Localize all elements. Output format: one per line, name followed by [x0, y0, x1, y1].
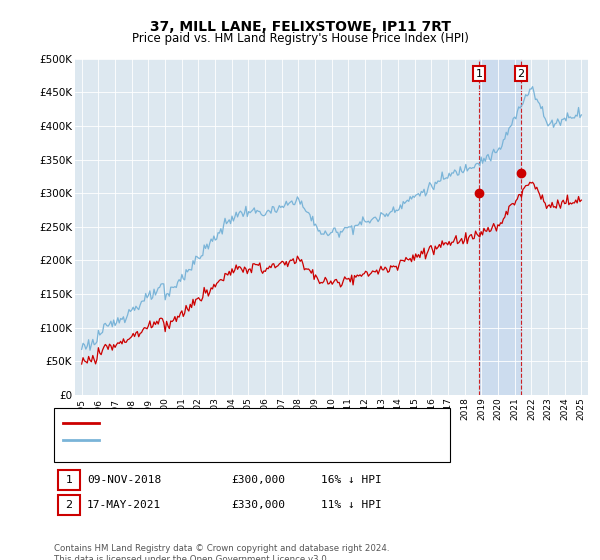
Text: 11% ↓ HPI: 11% ↓ HPI — [321, 500, 382, 510]
Text: £300,000: £300,000 — [231, 475, 285, 485]
Text: 1: 1 — [65, 475, 73, 485]
Text: HPI: Average price, detached house, East Suffolk: HPI: Average price, detached house, East… — [105, 436, 360, 445]
Text: 37, MILL LANE, FELIXSTOWE, IP11 7RT (detached house): 37, MILL LANE, FELIXSTOWE, IP11 7RT (det… — [105, 418, 398, 427]
Text: 2: 2 — [65, 500, 73, 510]
Text: Contains HM Land Registry data © Crown copyright and database right 2024.
This d: Contains HM Land Registry data © Crown c… — [54, 544, 389, 560]
Text: 17-MAY-2021: 17-MAY-2021 — [87, 500, 161, 510]
Text: Price paid vs. HM Land Registry's House Price Index (HPI): Price paid vs. HM Land Registry's House … — [131, 32, 469, 45]
Bar — [479, 59, 521, 395]
Text: 37, MILL LANE, FELIXSTOWE, IP11 7RT: 37, MILL LANE, FELIXSTOWE, IP11 7RT — [149, 20, 451, 34]
Text: 16% ↓ HPI: 16% ↓ HPI — [321, 475, 382, 485]
Text: 2: 2 — [517, 68, 524, 78]
Text: £330,000: £330,000 — [231, 500, 285, 510]
Text: 09-NOV-2018: 09-NOV-2018 — [87, 475, 161, 485]
Text: 1: 1 — [476, 68, 482, 78]
